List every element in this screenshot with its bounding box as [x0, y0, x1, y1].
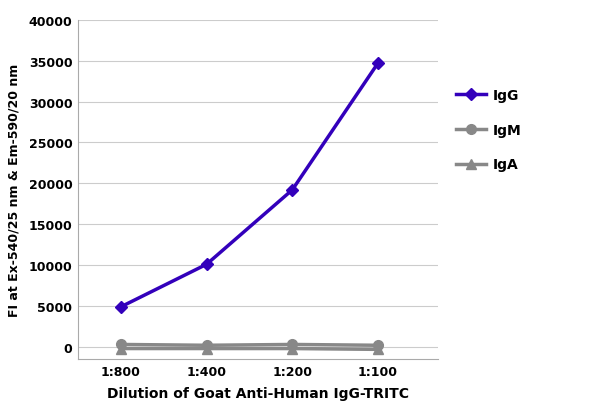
IgG: [289, 188, 296, 193]
IgG: [374, 62, 382, 66]
X-axis label: Dilution of Goat Anti-Human IgG-TRITC: Dilution of Goat Anti-Human IgG-TRITC: [107, 386, 409, 400]
IgG: [117, 305, 124, 310]
IgM: [117, 342, 124, 347]
IgM: [203, 343, 210, 348]
Legend: IgG, IgM, IgA: IgG, IgM, IgA: [456, 88, 522, 172]
IgA: [289, 346, 296, 351]
IgA: [117, 346, 124, 351]
Line: IgA: IgA: [116, 344, 383, 354]
IgM: [289, 342, 296, 347]
IgA: [374, 347, 382, 352]
IgA: [203, 346, 210, 351]
IgG: [203, 262, 210, 267]
Line: IgM: IgM: [116, 340, 383, 350]
Line: IgG: IgG: [116, 60, 382, 311]
IgM: [374, 343, 382, 348]
Y-axis label: FI at Ex-540/25 nm & Em-590/20 nm: FI at Ex-540/25 nm & Em-590/20 nm: [7, 64, 20, 316]
